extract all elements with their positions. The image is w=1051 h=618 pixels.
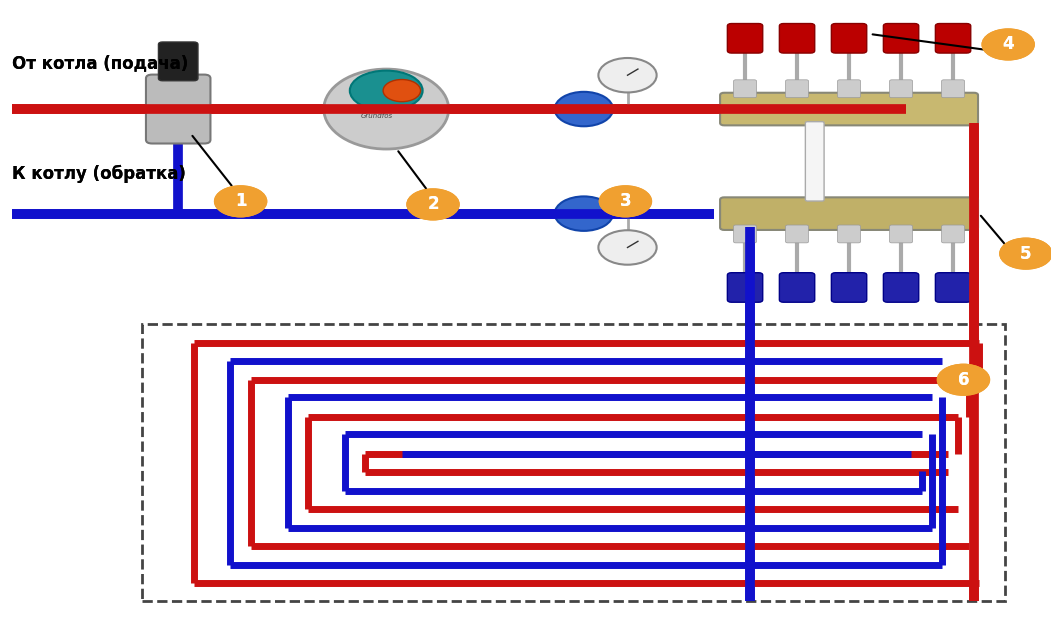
FancyBboxPatch shape — [727, 23, 763, 53]
FancyBboxPatch shape — [831, 273, 867, 302]
FancyBboxPatch shape — [785, 80, 808, 98]
Text: 2: 2 — [427, 195, 439, 213]
FancyBboxPatch shape — [780, 23, 815, 53]
FancyBboxPatch shape — [935, 23, 971, 53]
Circle shape — [937, 365, 989, 395]
FancyBboxPatch shape — [889, 225, 912, 243]
Text: К котлу (обратка): К котлу (обратка) — [12, 164, 186, 183]
FancyBboxPatch shape — [884, 273, 919, 302]
FancyBboxPatch shape — [727, 273, 763, 302]
FancyBboxPatch shape — [720, 197, 978, 230]
FancyBboxPatch shape — [935, 273, 971, 302]
Circle shape — [407, 189, 459, 220]
Text: 1: 1 — [234, 192, 246, 210]
FancyBboxPatch shape — [942, 225, 965, 243]
Text: 5: 5 — [1021, 245, 1032, 263]
FancyBboxPatch shape — [159, 42, 198, 81]
FancyBboxPatch shape — [146, 75, 210, 143]
Circle shape — [1000, 239, 1051, 269]
Circle shape — [407, 189, 459, 220]
Text: Grundfos: Grundfos — [360, 113, 392, 119]
Circle shape — [1000, 239, 1051, 269]
Text: 6: 6 — [957, 371, 969, 389]
Circle shape — [598, 58, 657, 93]
Ellipse shape — [350, 70, 423, 111]
Text: 4: 4 — [1003, 35, 1014, 53]
Text: 2: 2 — [427, 195, 439, 213]
Circle shape — [214, 186, 267, 217]
Ellipse shape — [324, 69, 449, 149]
Text: От котла (подача): От котла (подача) — [12, 54, 188, 72]
FancyBboxPatch shape — [780, 273, 815, 302]
FancyBboxPatch shape — [805, 122, 824, 201]
FancyBboxPatch shape — [720, 93, 978, 125]
Text: От котла (подача): От котла (подача) — [12, 54, 188, 72]
FancyBboxPatch shape — [889, 80, 912, 98]
FancyBboxPatch shape — [942, 80, 965, 98]
FancyBboxPatch shape — [838, 225, 861, 243]
Text: 3: 3 — [620, 192, 632, 210]
Text: 4: 4 — [1003, 35, 1014, 53]
Circle shape — [555, 92, 613, 126]
FancyBboxPatch shape — [831, 23, 867, 53]
Text: 5: 5 — [1021, 245, 1032, 263]
FancyBboxPatch shape — [884, 23, 919, 53]
Circle shape — [555, 197, 613, 231]
FancyBboxPatch shape — [785, 225, 808, 243]
Bar — [142, 324, 1005, 601]
Text: 3: 3 — [620, 192, 632, 210]
FancyBboxPatch shape — [838, 80, 861, 98]
FancyBboxPatch shape — [734, 225, 757, 243]
Circle shape — [937, 365, 989, 395]
Circle shape — [384, 80, 420, 102]
Circle shape — [214, 186, 267, 217]
Circle shape — [599, 186, 652, 217]
Circle shape — [983, 29, 1034, 60]
Circle shape — [983, 29, 1034, 60]
Circle shape — [599, 186, 652, 217]
Text: 6: 6 — [957, 371, 969, 389]
FancyBboxPatch shape — [734, 80, 757, 98]
Text: К котлу (обратка): К котлу (обратка) — [12, 164, 186, 183]
Circle shape — [598, 231, 657, 265]
Text: 1: 1 — [234, 192, 246, 210]
